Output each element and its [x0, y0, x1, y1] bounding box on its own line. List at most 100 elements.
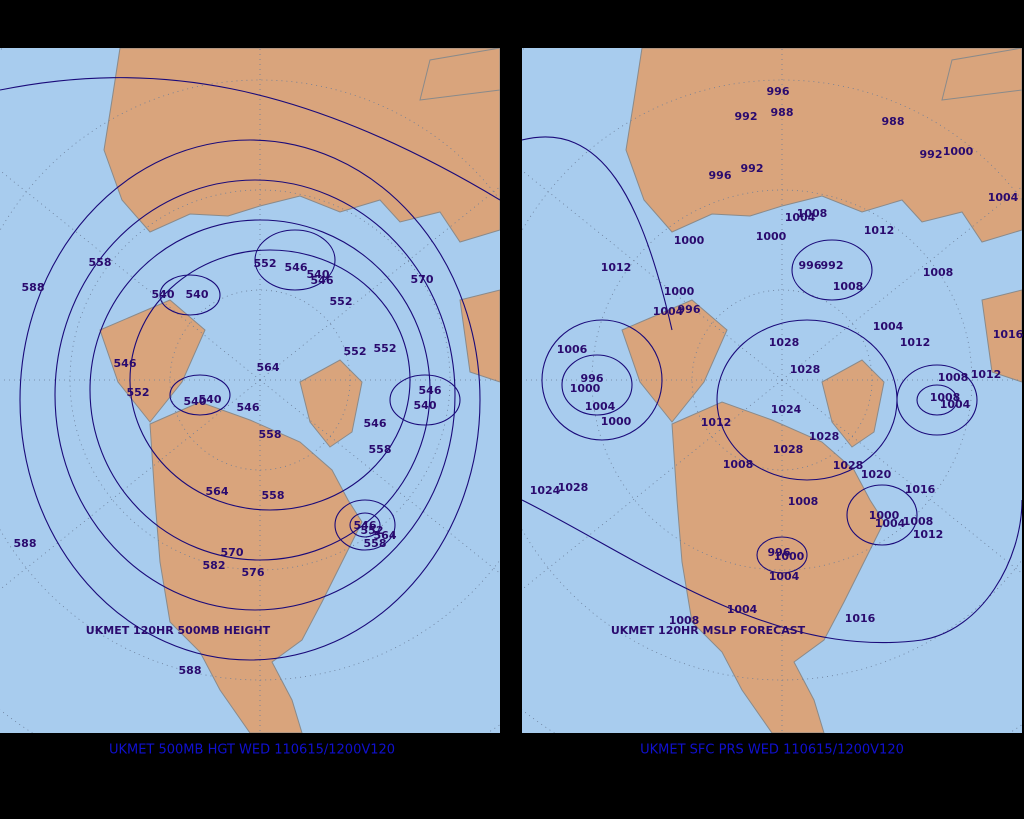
contour-label: 1000 [756, 230, 787, 243]
contour-label: 1004 [940, 398, 971, 411]
contour-label: 552 [127, 386, 150, 399]
contour-label: 1008 [938, 371, 969, 384]
contour-label: 1000 [664, 285, 695, 298]
contour-label: 1004 [585, 400, 616, 413]
contour-label: 570 [411, 273, 434, 286]
contour-label: 996 [767, 85, 790, 98]
contour-label: 996 [799, 259, 822, 272]
contour-label: 1012 [971, 368, 1002, 381]
contour-label: 1000 [601, 415, 632, 428]
contour-label: 1000 [570, 382, 601, 395]
contour-label: 558 [369, 443, 392, 456]
contour-label: 1020 [861, 468, 892, 481]
contour-label: 540 [414, 399, 437, 412]
contour-label: 552 [330, 295, 353, 308]
contour-label: 1000 [774, 550, 805, 563]
contour-label: 1008 [669, 614, 700, 627]
contour-label: 996 [709, 169, 732, 182]
contour-label: 540 [199, 393, 222, 406]
contour-label: 1012 [701, 416, 732, 429]
contour-label: 1004 [875, 517, 906, 530]
contour-label: 558 [364, 537, 387, 550]
contour-label: 570 [221, 546, 244, 559]
contour-label: 1024 [530, 484, 561, 497]
map-label: UKMET 120HR 500MB HEIGHT [86, 624, 271, 637]
contour-label: 1008 [833, 280, 864, 293]
contour-label: 540 [184, 395, 207, 408]
contour-label: 558 [259, 428, 282, 441]
contour-label: 1028 [769, 336, 800, 349]
contour-label: 1008 [923, 266, 954, 279]
contour-label: 992 [741, 162, 764, 175]
contour-label: 564 [374, 529, 397, 542]
contour-label: 1004 [769, 570, 800, 583]
contour-label: 552 [254, 257, 277, 270]
contour-label: 1004 [653, 305, 684, 318]
left-contours [0, 77, 500, 661]
contour-label: 558 [262, 489, 285, 502]
contour-label: 1016 [845, 612, 876, 625]
contour-label: 546 [311, 274, 334, 287]
contour-label: 588 [179, 664, 202, 677]
contour-label: 996 [581, 372, 604, 385]
contour-label: 1028 [558, 481, 589, 494]
contour-label: 1008 [930, 391, 961, 404]
contour-label: 540 [152, 288, 175, 301]
contour-label: 540 [307, 268, 330, 281]
contour-label: 1004 [785, 211, 816, 224]
contour-label: 1012 [913, 528, 944, 541]
contour-label: 992 [821, 259, 844, 272]
contour-label: 1008 [903, 515, 934, 528]
contour-label: 1012 [601, 261, 632, 274]
contour-label: 1012 [900, 336, 931, 349]
right-contours [522, 136, 1022, 644]
contour-label: 1004 [988, 191, 1019, 204]
contour-label: 1028 [773, 443, 804, 456]
contour-label: 996 [678, 303, 701, 316]
contour-label: 546 [114, 357, 137, 370]
contour-label: 996 [768, 546, 791, 559]
contour-label: 546 [354, 519, 377, 532]
contour-label: 558 [89, 256, 112, 269]
contour-label: 552 [361, 524, 384, 537]
contour-label: 540 [186, 288, 209, 301]
map-label: UKMET 120HR MSLP FORECAST [611, 624, 806, 637]
contour-label: 552 [344, 345, 367, 358]
contour-label: 546 [285, 261, 308, 274]
contour-label: 1008 [723, 458, 754, 471]
contour-label: 1012 [864, 224, 895, 237]
contour-label: 988 [882, 115, 905, 128]
contour-label: 546 [364, 417, 387, 430]
contour-label: 1028 [809, 430, 840, 443]
contour-label: 1000 [674, 234, 705, 247]
contour-label: 564 [206, 485, 229, 498]
contour-label: 588 [22, 281, 45, 294]
contour-label: 1004 [727, 603, 758, 616]
contour-label: 1000 [869, 509, 900, 522]
contour-label: 988 [771, 106, 794, 119]
contour-label: 588 [14, 537, 37, 550]
contour-label: 546 [419, 384, 442, 397]
contour-label: 1008 [788, 495, 819, 508]
contour-label: 1016 [993, 328, 1024, 341]
contour-label: 1006 [557, 343, 588, 356]
contour-label: 546 [237, 401, 260, 414]
divider [500, 0, 522, 819]
caption: UKMET 500MB HGT WED 110615/1200V120 [109, 743, 395, 758]
contour-label: 1004 [873, 320, 904, 333]
contour-label: 992 [735, 110, 758, 123]
contour-label: 552 [374, 342, 397, 355]
caption: UKMET SFC PRS WED 110615/1200V120 [640, 743, 904, 758]
contour-label: 992 [920, 148, 943, 161]
contour-label: 1016 [905, 483, 936, 496]
contour-label: 1028 [833, 459, 864, 472]
contour-label: 1024 [771, 403, 802, 416]
contour-label: 1000 [943, 145, 974, 158]
contour-label: 564 [257, 361, 280, 374]
contour-label: 1028 [790, 363, 821, 376]
contour-label: 582 [203, 559, 226, 572]
contour-label: 576 [242, 566, 265, 579]
contour-label: 1008 [797, 207, 828, 220]
